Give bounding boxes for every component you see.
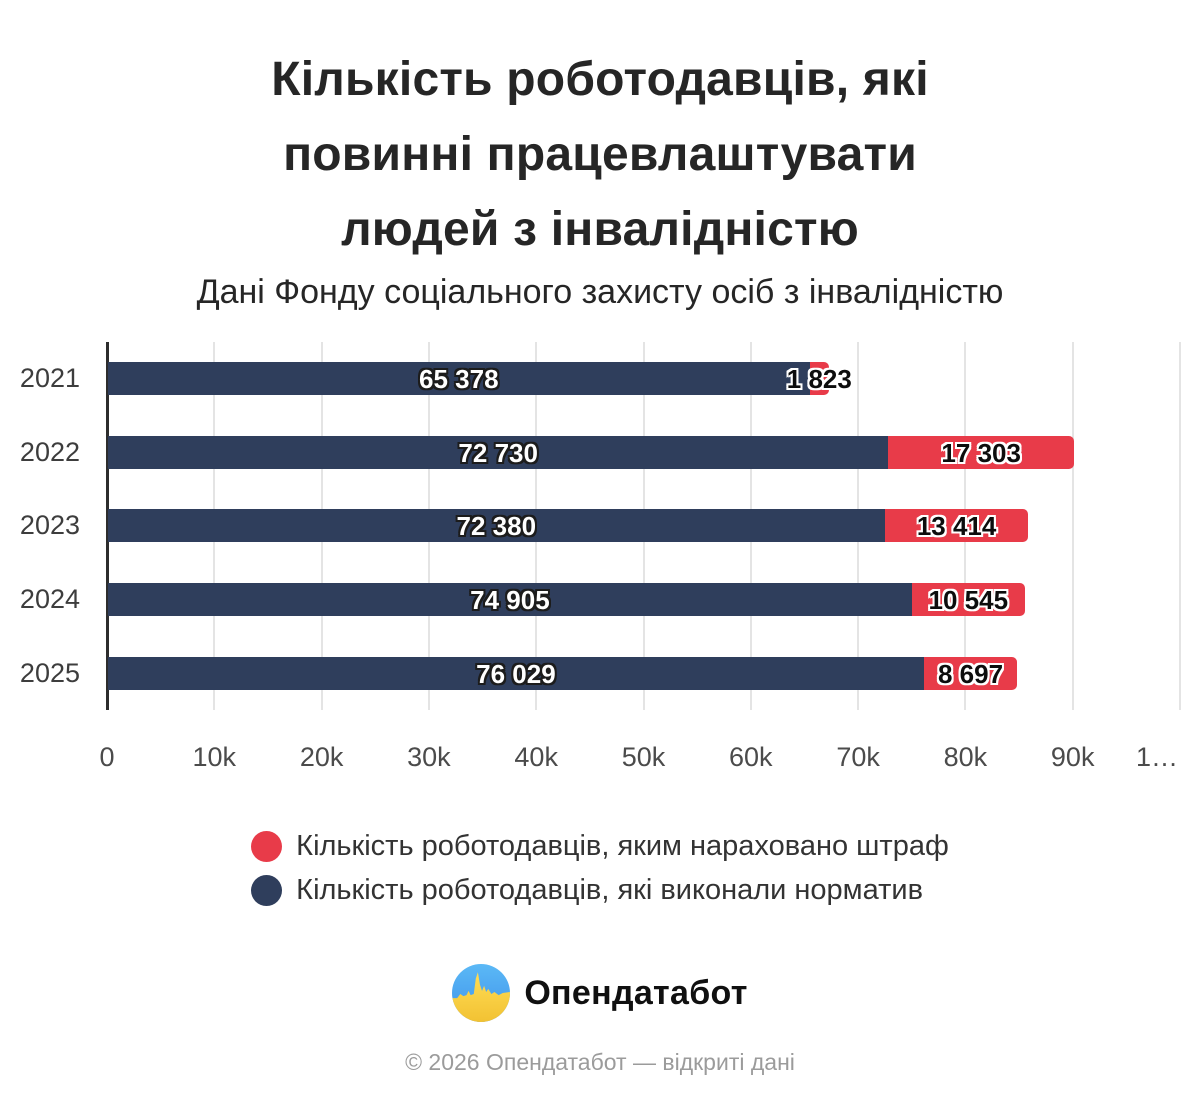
legend-items: Кількість роботодавців, яким нараховано … bbox=[251, 824, 949, 912]
bar-value-label-fined: 13 414 bbox=[916, 511, 997, 542]
chart-title: Кількість роботодавців, які повинні прац… bbox=[0, 42, 1200, 267]
bar-value-label-completed: 74 905 bbox=[470, 585, 550, 616]
x-tick-label: 0 bbox=[99, 742, 115, 772]
legend-item: Кількість роботодавців, які виконали нор… bbox=[251, 868, 949, 912]
bar-value-label-completed: 76 029 bbox=[476, 658, 556, 689]
x-tick-label: 10k bbox=[192, 742, 237, 772]
bar-value-label-completed: 72 380 bbox=[456, 511, 537, 542]
year-label: 2021 bbox=[19, 363, 80, 393]
bar-fined-segment bbox=[809, 362, 830, 395]
brand-block: Опендатабот bbox=[0, 964, 1200, 1022]
x-tick-label: 50k bbox=[621, 742, 666, 772]
bar-value-label-completed: 65 378 bbox=[419, 364, 499, 394]
bar-fined-segment bbox=[888, 435, 1075, 469]
x-tick-label: 30k bbox=[407, 742, 451, 772]
bar-chart: 2021 65 378 1 823 2022 72 730 17 303 2023 72 38… bbox=[0, 342, 1200, 772]
x-tick-label: 80k bbox=[943, 742, 988, 772]
x-tick-label: 40k bbox=[514, 742, 558, 772]
year-label: 2022 bbox=[19, 436, 80, 467]
x-tick-label: 70k bbox=[836, 742, 880, 772]
legend-label: Кількість роботодавців, які виконали нор… bbox=[296, 873, 923, 906]
bar-fined-segment bbox=[923, 656, 1018, 690]
chart-title-line-1: Кількість роботодавців, які bbox=[271, 53, 929, 106]
chart-title-line-2: повинні працевлаштувати bbox=[283, 128, 917, 181]
year-label: 2025 bbox=[19, 657, 80, 688]
bar-completed-segment bbox=[108, 435, 889, 469]
opendatabot-logo-icon bbox=[452, 964, 511, 1022]
chart-title-line-3: людей з інвалідністю bbox=[341, 203, 859, 256]
year-label: 2023 bbox=[19, 510, 80, 541]
footer-copyright: © 2026 Опендатабот — відкриті дані bbox=[405, 1049, 795, 1075]
bar-value-label-fined: 1 823 bbox=[786, 364, 852, 394]
bar-value-label-fined: 17 303 bbox=[941, 437, 1021, 468]
bar-fined-segment bbox=[911, 583, 1025, 617]
year-label: 2024 bbox=[19, 584, 80, 615]
legend-item: Кількість роботодавців, яким нараховано … bbox=[251, 824, 949, 868]
legend-label: Кількість роботодавців, яким нараховано … bbox=[296, 829, 949, 862]
plot-area: 2021 65 378 1 823 2022 72 730 17 303 2023 72 38… bbox=[0, 342, 1200, 710]
chart-subtitle: Дані Фонду соціального захисту осіб з ін… bbox=[196, 273, 1004, 311]
x-tick-label: 60k bbox=[729, 742, 773, 772]
legend-dot-icon bbox=[251, 874, 283, 906]
bar-completed-segment bbox=[108, 583, 912, 617]
y-axis-line bbox=[106, 342, 109, 710]
bar-fined-segment bbox=[884, 509, 1029, 543]
gridline bbox=[1179, 342, 1181, 710]
bar-completed-segment bbox=[108, 656, 924, 690]
x-tick-label: 90k bbox=[1050, 742, 1095, 772]
gridline bbox=[1071, 342, 1074, 710]
bar-completed-segment bbox=[108, 362, 810, 395]
legend-dot-icon bbox=[251, 830, 283, 862]
bar-completed-segment bbox=[108, 509, 885, 543]
x-tick-label: 1… bbox=[1135, 742, 1179, 772]
chart-legend: Кількість роботодавців, яким нараховано … bbox=[0, 824, 1200, 912]
bar-value-label-completed: 72 730 bbox=[458, 437, 538, 468]
bar-value-label-fined: 8 697 bbox=[937, 658, 1004, 689]
brand-name: Опендатабот bbox=[524, 973, 748, 1012]
x-tick-label: 20k bbox=[299, 742, 344, 772]
bar-value-label-fined: 10 545 bbox=[928, 585, 1009, 616]
